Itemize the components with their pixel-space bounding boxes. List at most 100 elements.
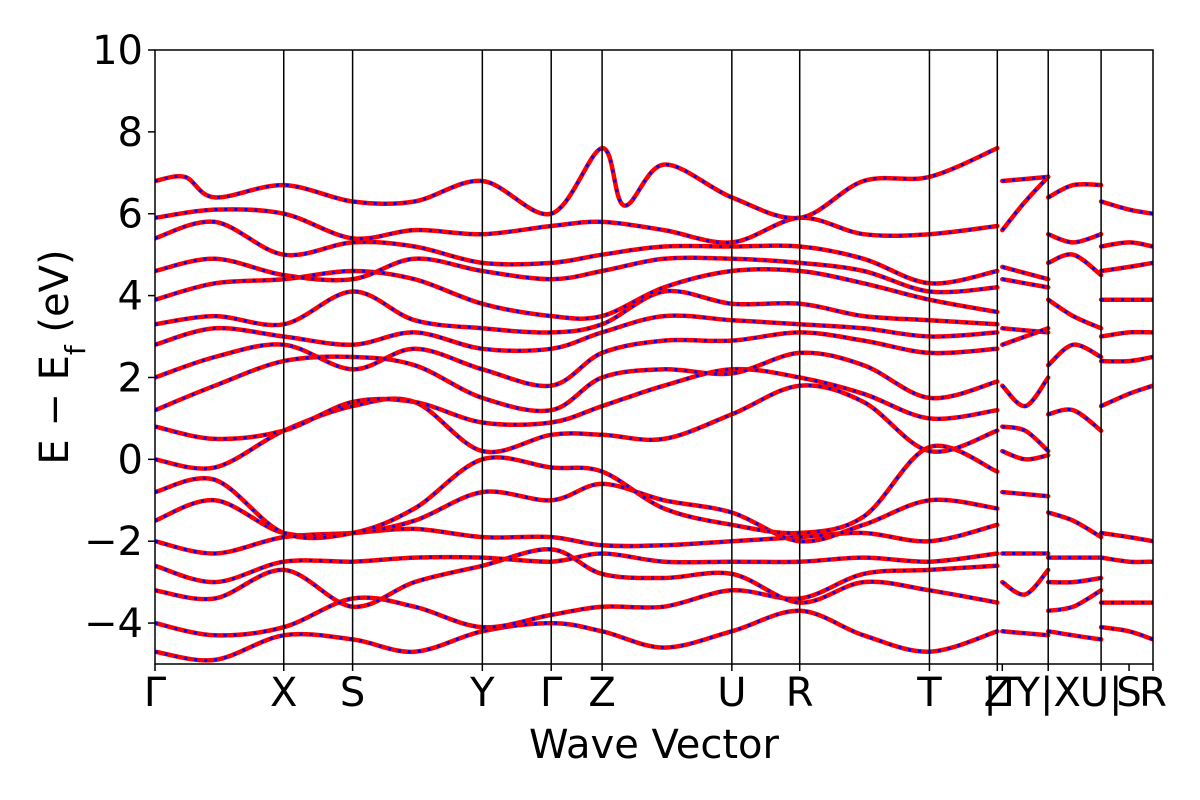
band-line-dashed: [155, 482, 998, 543]
band-22: [1000, 326, 1051, 335]
band-34: [1045, 297, 1104, 331]
band-3: [155, 551, 1000, 585]
band-20: [1000, 264, 1051, 282]
band-line-solid: [1045, 407, 1104, 433]
x-tick-label: S: [340, 670, 365, 716]
band-line-dashed: [155, 289, 998, 335]
band-line-solid: [1045, 181, 1104, 200]
x-axis-label: Wave Vector: [529, 722, 780, 768]
x-tick-label: R: [786, 670, 814, 716]
band-line-solid: [1000, 326, 1051, 347]
band-line-solid: [1045, 231, 1104, 245]
band-line-solid: [155, 350, 1000, 414]
band-line-solid: [1098, 354, 1153, 364]
band-8: [155, 366, 1000, 442]
x-tick-label: |T: [983, 670, 1021, 716]
x-tick-label: T: [916, 670, 942, 716]
band-39: [1045, 575, 1104, 585]
band-line-solid: [1000, 424, 1051, 454]
band-line-dashed: [155, 207, 998, 245]
band-47: [1098, 354, 1153, 364]
band-line-dashed: [1047, 588, 1102, 613]
band-18: [1000, 174, 1051, 233]
band-line-solid: [1098, 383, 1153, 409]
band-17: [155, 145, 1000, 221]
band-10: [155, 330, 1000, 389]
band-37: [1045, 510, 1104, 540]
band-line-solid: [155, 608, 1000, 663]
band-line-dashed: [1002, 490, 1049, 498]
band-line-solid: [1098, 329, 1153, 339]
band-19: [1000, 174, 1051, 184]
band-21: [1000, 276, 1051, 290]
band-line-dashed: [155, 444, 998, 540]
high-symmetry-lines: [282, 50, 1102, 664]
band-line-dashed: [155, 220, 998, 285]
band-line-solid: [1045, 252, 1104, 278]
band-line-solid: [155, 145, 1000, 221]
band-27: [1000, 489, 1051, 499]
band-line-solid: [155, 288, 1000, 335]
x-tick-label: S: [1116, 670, 1141, 716]
band-line-solid: [1000, 375, 1051, 409]
band-33: [1045, 252, 1104, 278]
band-1: [155, 563, 1000, 638]
band-line-solid: [1045, 588, 1104, 614]
x-tick-label: Γ: [144, 670, 167, 716]
band-50: [1098, 555, 1153, 565]
y-tick-label: 2: [118, 355, 143, 401]
band-line-solid: [1045, 510, 1104, 540]
band-line-dashed: [1001, 175, 1050, 232]
x-tick-label: Z: [588, 670, 615, 716]
band-line-solid: [1098, 530, 1153, 544]
x-tick-label: X: [270, 670, 297, 716]
band-9: [155, 350, 1000, 414]
band-15: [155, 219, 1000, 286]
band-line-dashed: [1002, 629, 1049, 637]
band-25: [1000, 424, 1051, 454]
y-tick-label: 0: [118, 437, 143, 483]
band-line-dashed: [155, 256, 998, 294]
band-31: [1045, 181, 1104, 200]
band-line-solid: [1098, 240, 1153, 249]
band-line-dashed: [1047, 343, 1102, 367]
band-11: [155, 313, 1000, 354]
band-line-solid: [1098, 199, 1153, 216]
band-lines: [155, 145, 1153, 663]
band-line-dashed: [1001, 449, 1049, 461]
band-29: [1000, 567, 1051, 597]
band-line-solid: [1000, 276, 1051, 290]
band-32: [1045, 231, 1104, 245]
y-tick-label: 10: [92, 28, 143, 74]
band-0: [155, 608, 1000, 663]
band-23: [1000, 326, 1051, 347]
band-26: [1000, 448, 1051, 462]
y-tick-label: 6: [118, 192, 143, 238]
band-36: [1045, 407, 1104, 433]
band-line-dashed: [155, 351, 998, 413]
band-line-dashed: [1001, 568, 1050, 597]
band-line-dashed: [1001, 265, 1049, 281]
band-48: [1098, 383, 1153, 409]
band-42: [1098, 199, 1153, 216]
x-tick-label: R: [1139, 670, 1167, 716]
band-line-solid: [155, 207, 1000, 245]
x-tick-label: Γ: [540, 670, 563, 716]
x-axis-ticks: Γ X S Y Γ Z U R T Z|TY|XU|SR: [144, 664, 1167, 716]
y-axis-ticks: −4 −2 0 2 4 6 8 10: [84, 28, 155, 647]
band-line-solid: [155, 313, 1000, 354]
band-40: [1045, 588, 1104, 614]
band-line-solid: [1098, 555, 1153, 565]
band-44: [1098, 260, 1153, 274]
band-line-solid: [155, 330, 1000, 389]
band-6: [155, 443, 1000, 541]
band-line-solid: [1045, 342, 1104, 368]
band-line-dashed: [155, 564, 998, 637]
x-tick-label: Z: [984, 670, 1011, 716]
band-line-dashed: [1047, 408, 1103, 432]
band-line-solid: [1045, 629, 1104, 642]
plot-frame: [154, 49, 1154, 665]
band-46: [1098, 329, 1153, 339]
band-line-solid: [1098, 260, 1153, 274]
